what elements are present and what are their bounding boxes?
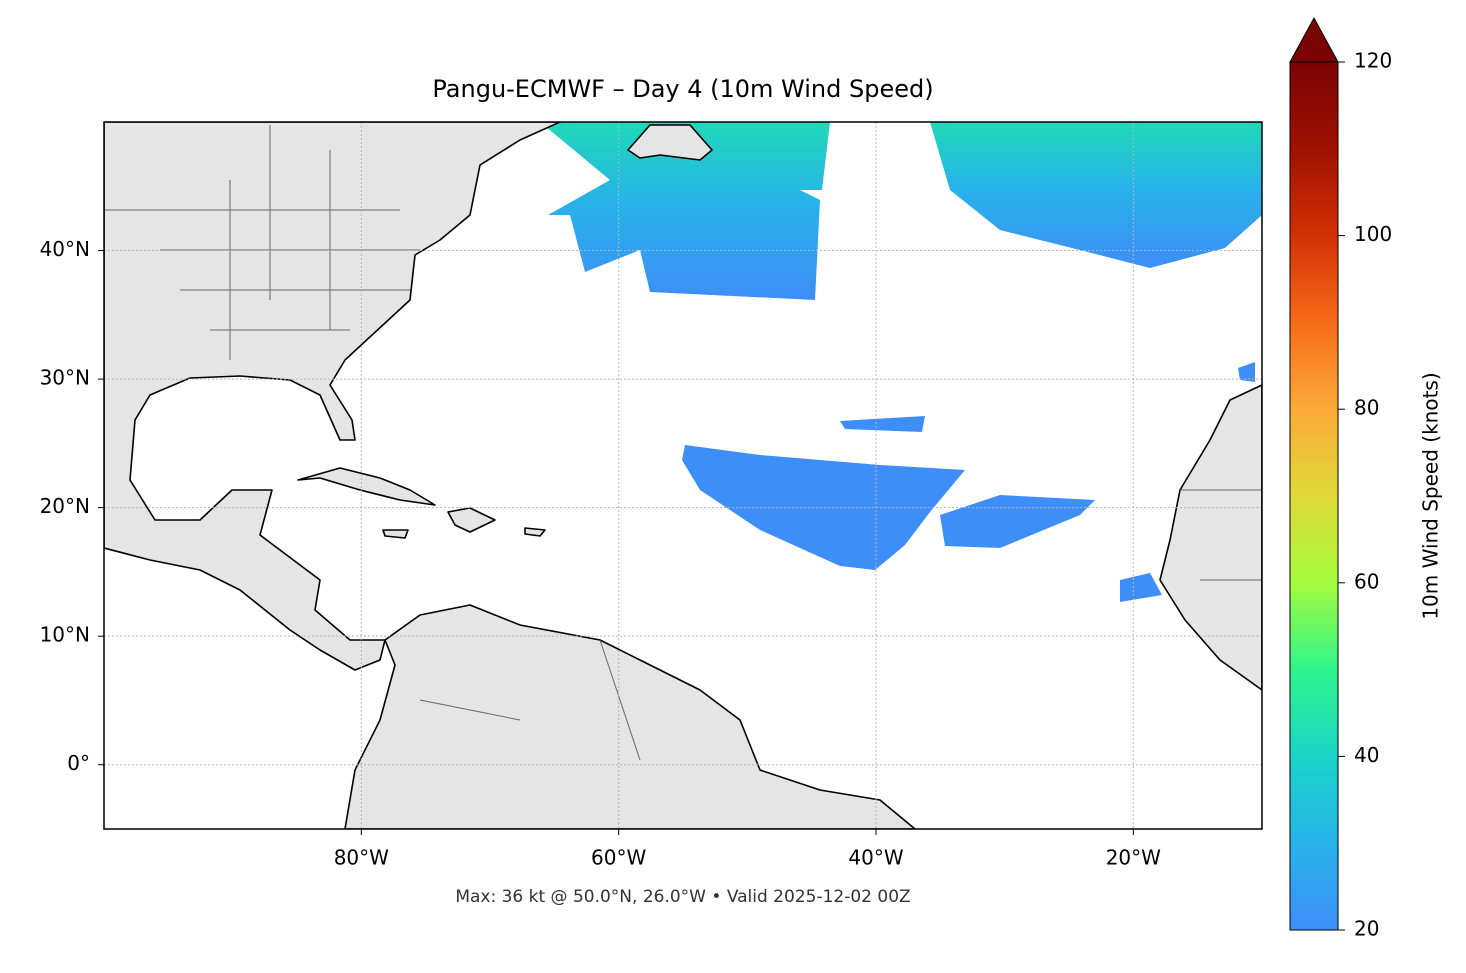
colorbar-tick-label: 40 (1354, 743, 1379, 767)
x-tick-label: 60°W (591, 846, 646, 870)
wind-field (940, 495, 1095, 548)
colorbar-tick-label: 20 (1354, 917, 1379, 941)
wind-field (1120, 573, 1162, 602)
x-tick-label: 80°W (334, 846, 389, 870)
x-tick-label: 40°W (848, 846, 903, 870)
map-area (104, 122, 1262, 829)
africa (1159, 384, 1262, 691)
y-tick-label: 30°N (40, 366, 90, 390)
x-tick-label: 20°W (1106, 846, 1161, 870)
colorbar-extend (1289, 16, 1339, 63)
y-tick-label: 20°N (40, 494, 90, 518)
newfoundland (627, 124, 713, 161)
wind-field (840, 416, 925, 432)
map-subtitle: Max: 36 kt @ 50.0°N, 26.0°W • Valid 2025… (455, 887, 910, 907)
wind-field (930, 122, 1262, 268)
north-america (104, 122, 561, 671)
south-america (344, 604, 916, 829)
map-title: Pangu-ECMWF – Day 4 (10m Wind Speed) (432, 75, 933, 103)
wind-field (682, 445, 965, 570)
colorbar-tick-label: 120 (1354, 49, 1392, 73)
colorbar-tick-label: 60 (1354, 569, 1379, 593)
wind-field (540, 122, 830, 300)
islands (382, 527, 546, 539)
colorbar (1289, 61, 1339, 931)
borders (104, 125, 1262, 761)
land (104, 122, 1262, 829)
y-tick-label: 40°N (40, 237, 90, 261)
wind-field (1238, 362, 1255, 382)
y-tick-label: 0° (67, 751, 90, 775)
y-tick-label: 10°N (40, 623, 90, 647)
colorbar-label: 10m Wind Speed (knots) (1419, 372, 1443, 619)
colorbar-tick-label: 80 (1354, 396, 1379, 420)
hispaniola (447, 507, 496, 533)
colorbar-tick-label: 100 (1354, 222, 1392, 246)
map-frame (103, 121, 1263, 830)
cuba (297, 467, 436, 506)
